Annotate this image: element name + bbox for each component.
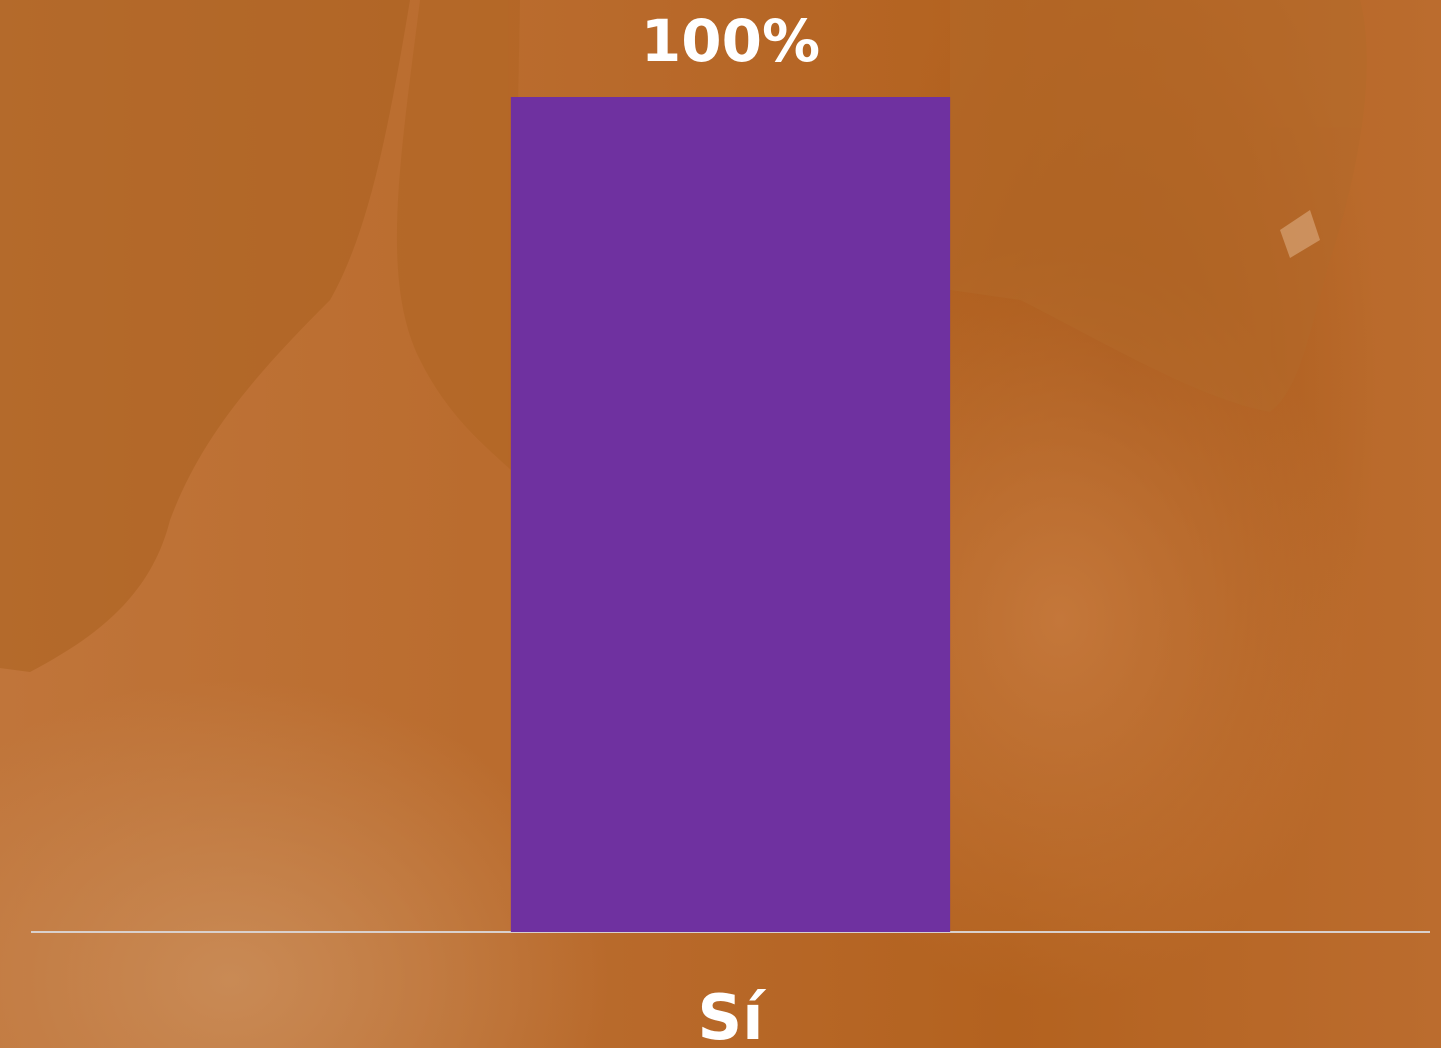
value-label: 100% <box>641 7 820 75</box>
background-leaves <box>0 0 1367 672</box>
x-tick-label: Sí <box>698 981 767 1048</box>
bar <box>510 97 951 932</box>
